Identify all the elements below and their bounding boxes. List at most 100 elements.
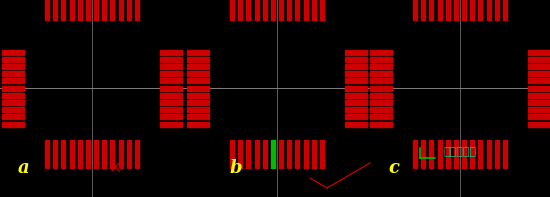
- Bar: [478, 0, 482, 20]
- Text: 深圳宏力捷: 深圳宏力捷: [443, 147, 476, 157]
- Bar: [304, 0, 307, 20]
- Bar: [503, 140, 507, 168]
- Bar: [271, 140, 275, 168]
- Bar: [45, 0, 49, 20]
- Bar: [160, 122, 182, 126]
- Bar: [413, 140, 417, 168]
- Bar: [370, 78, 392, 83]
- Bar: [45, 140, 49, 168]
- Bar: [2, 114, 24, 119]
- Bar: [160, 85, 182, 90]
- Bar: [370, 64, 392, 69]
- Bar: [370, 100, 392, 105]
- Bar: [94, 140, 98, 168]
- Bar: [187, 71, 209, 76]
- Bar: [2, 71, 24, 76]
- Bar: [2, 85, 24, 90]
- Bar: [135, 140, 139, 168]
- Bar: [111, 0, 114, 20]
- Bar: [287, 0, 292, 20]
- Bar: [312, 140, 316, 168]
- Bar: [271, 0, 275, 20]
- Bar: [421, 0, 425, 20]
- Bar: [446, 140, 450, 168]
- Bar: [187, 107, 209, 112]
- Bar: [312, 0, 316, 20]
- Bar: [53, 0, 57, 20]
- Bar: [230, 140, 234, 168]
- Bar: [263, 0, 267, 20]
- Bar: [528, 49, 550, 55]
- Bar: [495, 0, 499, 20]
- Bar: [370, 114, 392, 119]
- Bar: [487, 140, 491, 168]
- Bar: [438, 140, 442, 168]
- Bar: [370, 93, 392, 98]
- Text: ×: ×: [109, 161, 122, 176]
- Bar: [127, 140, 131, 168]
- Bar: [102, 140, 106, 168]
- Bar: [2, 100, 24, 105]
- Bar: [528, 93, 550, 98]
- Bar: [279, 140, 283, 168]
- Bar: [462, 0, 466, 20]
- Bar: [370, 71, 392, 76]
- Bar: [187, 78, 209, 83]
- Bar: [187, 100, 209, 105]
- Bar: [454, 0, 458, 20]
- Bar: [255, 140, 258, 168]
- Bar: [135, 0, 139, 20]
- Bar: [69, 140, 74, 168]
- Bar: [160, 78, 182, 83]
- Bar: [345, 114, 367, 119]
- Bar: [187, 57, 209, 62]
- Bar: [119, 140, 123, 168]
- Bar: [78, 0, 82, 20]
- Bar: [187, 93, 209, 98]
- Bar: [295, 0, 299, 20]
- Bar: [160, 71, 182, 76]
- Bar: [238, 140, 242, 168]
- Bar: [528, 78, 550, 83]
- Bar: [2, 107, 24, 112]
- Bar: [187, 114, 209, 119]
- Bar: [2, 64, 24, 69]
- Bar: [102, 0, 106, 20]
- Bar: [462, 140, 466, 168]
- Bar: [86, 140, 90, 168]
- Bar: [345, 71, 367, 76]
- Bar: [503, 0, 507, 20]
- Bar: [413, 0, 417, 20]
- Bar: [246, 0, 250, 20]
- Bar: [160, 100, 182, 105]
- Bar: [345, 57, 367, 62]
- Bar: [528, 85, 550, 90]
- Bar: [119, 0, 123, 20]
- Bar: [287, 140, 292, 168]
- Bar: [528, 100, 550, 105]
- Bar: [345, 49, 367, 55]
- Bar: [430, 140, 433, 168]
- Bar: [487, 0, 491, 20]
- Bar: [255, 0, 258, 20]
- Bar: [345, 64, 367, 69]
- Bar: [86, 0, 90, 20]
- Bar: [345, 93, 367, 98]
- Bar: [430, 0, 433, 20]
- Text: b: b: [230, 159, 243, 177]
- Bar: [230, 0, 234, 20]
- Bar: [478, 140, 482, 168]
- Text: c: c: [388, 159, 399, 177]
- Bar: [320, 140, 324, 168]
- Bar: [2, 78, 24, 83]
- Bar: [2, 49, 24, 55]
- Bar: [345, 78, 367, 83]
- Bar: [454, 140, 458, 168]
- Bar: [62, 0, 65, 20]
- Bar: [94, 0, 98, 20]
- Bar: [528, 71, 550, 76]
- Bar: [345, 100, 367, 105]
- Bar: [345, 85, 367, 90]
- Bar: [370, 122, 392, 126]
- Bar: [2, 122, 24, 126]
